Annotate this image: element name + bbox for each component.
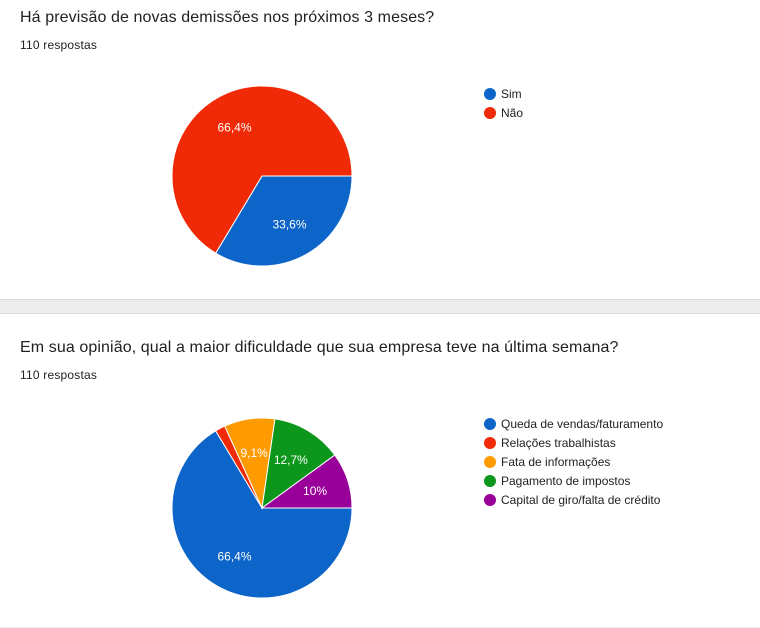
legend-item-capital-de-giro-falta-de-credito: Capital de giro/falta de crédito xyxy=(484,490,663,509)
legend-item-pagamento-de-impostos: Pagamento de impostos xyxy=(484,471,663,490)
legend-label: Pagamento de impostos xyxy=(501,473,631,488)
legend-label: Capital de giro/falta de crédito xyxy=(501,492,661,507)
legend-swatch xyxy=(484,436,496,449)
legend-swatch xyxy=(484,417,496,430)
pie-slice-sim xyxy=(215,175,353,267)
legend-item-relacoes-trabalhistas: Relações trabalhistas xyxy=(484,433,663,452)
legend-swatch xyxy=(484,87,496,100)
legend-label: Fata de informações xyxy=(501,454,611,469)
pie-label-pagamento-de-impostos: 12,7% xyxy=(274,453,308,467)
legend-item-fata-de-informacoes: Fata de informações xyxy=(484,452,663,471)
legend-swatch xyxy=(484,474,496,487)
chart-legend: Queda de vendas/faturamento Relações trab… xyxy=(484,414,663,509)
legend-swatch xyxy=(484,455,496,468)
legend-swatch xyxy=(484,106,496,119)
legend-label: Sim xyxy=(501,86,522,101)
question-card-demissoes: Há previsão de novas demissões nos próxi… xyxy=(0,0,760,300)
legend-swatch xyxy=(484,493,496,506)
question-title: Em sua opinião, qual a maior dificuldade… xyxy=(20,339,619,356)
pie-label-capital-de-giro-falta-de-credito: 10% xyxy=(303,484,327,498)
chart-legend: Sim Não xyxy=(484,84,523,122)
pie-label-fata-de-informacoes: 9,1% xyxy=(240,446,268,460)
pie-label-queda-de-vendas-faturamento: 66,4% xyxy=(217,550,251,564)
pie-label-sim: 33,6% xyxy=(272,218,306,232)
legend-item-nao: Não xyxy=(484,103,523,122)
question-title: Há previsão de novas demissões nos próxi… xyxy=(20,9,435,26)
pie-slice-queda-de-vendas-faturamento xyxy=(171,430,353,599)
response-count: 110 respostas xyxy=(20,368,98,382)
legend-item-queda-de-vendas-faturamento: Queda de vendas/faturamento xyxy=(484,414,663,433)
response-count: 110 respostas xyxy=(20,38,98,52)
legend-label: Não xyxy=(501,105,524,120)
pie-label-nao: 66,4% xyxy=(217,120,251,134)
pie-slice-nao xyxy=(171,85,353,254)
pie-chart-demissoes: 33,6% 66,4% xyxy=(171,85,353,267)
legend-item-sim: Sim xyxy=(484,84,523,103)
pie-slice-capital-de-giro-falta-de-credito xyxy=(260,454,353,509)
legend-label: Queda de vendas/faturamento xyxy=(501,416,664,431)
pie-chart-dificuldade: 66,4% 9,1% 12,7% 10% xyxy=(171,417,353,599)
pie-slice-pagamento-de-impostos xyxy=(261,418,336,510)
legend-label: Relações trabalhistas xyxy=(501,435,616,450)
question-card-dificuldade: Em sua opinião, qual a maior dificuldade… xyxy=(0,313,760,627)
